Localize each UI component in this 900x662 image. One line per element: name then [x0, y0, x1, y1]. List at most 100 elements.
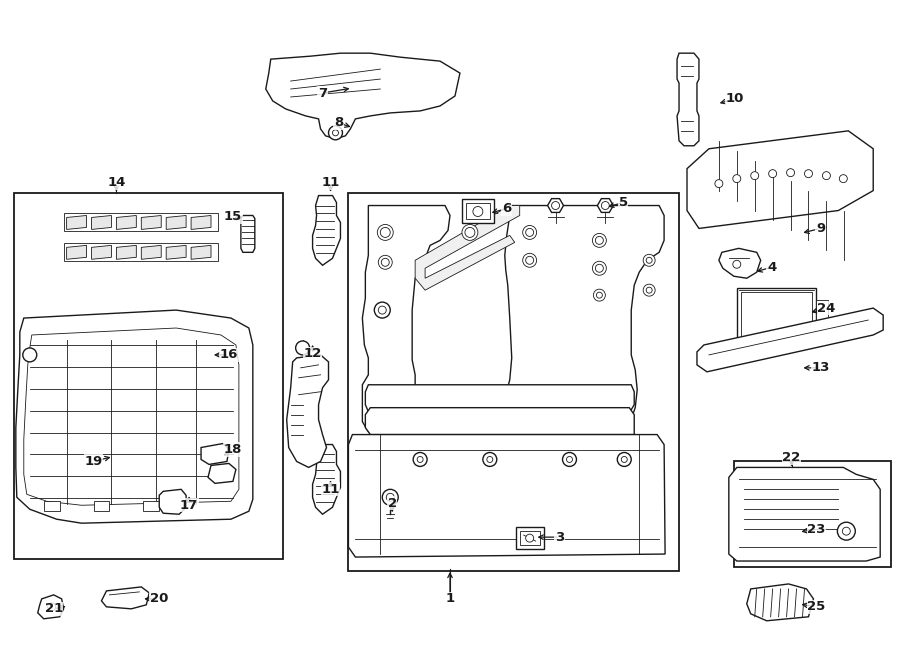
Text: 4: 4 — [767, 261, 777, 274]
Circle shape — [566, 457, 572, 463]
Polygon shape — [348, 434, 665, 557]
Polygon shape — [208, 463, 236, 483]
Polygon shape — [312, 195, 340, 265]
Text: 25: 25 — [807, 600, 825, 613]
Bar — [64, 214, 218, 232]
Polygon shape — [241, 216, 255, 252]
Circle shape — [837, 522, 855, 540]
Circle shape — [751, 171, 759, 179]
Circle shape — [526, 534, 534, 542]
Polygon shape — [697, 308, 883, 372]
Text: 14: 14 — [107, 176, 126, 189]
Text: 23: 23 — [807, 523, 825, 536]
Circle shape — [769, 169, 777, 177]
Circle shape — [526, 228, 534, 236]
Circle shape — [787, 169, 795, 177]
Circle shape — [842, 527, 850, 535]
Polygon shape — [116, 246, 136, 260]
Text: 18: 18 — [224, 443, 242, 456]
Circle shape — [596, 236, 603, 244]
Circle shape — [592, 261, 607, 275]
Text: 20: 20 — [150, 592, 168, 605]
Text: 19: 19 — [85, 455, 103, 468]
Bar — [94, 501, 110, 511]
Polygon shape — [166, 246, 186, 260]
Circle shape — [413, 453, 428, 467]
Bar — [14, 193, 283, 559]
Text: 5: 5 — [618, 196, 628, 209]
Bar — [143, 501, 159, 511]
Circle shape — [823, 171, 831, 179]
Text: 6: 6 — [502, 202, 511, 215]
Bar — [348, 193, 679, 571]
Circle shape — [523, 254, 536, 267]
Circle shape — [646, 258, 652, 263]
Polygon shape — [67, 216, 86, 230]
Polygon shape — [287, 355, 328, 467]
Circle shape — [733, 260, 741, 268]
Circle shape — [715, 179, 723, 187]
Polygon shape — [687, 131, 873, 228]
Polygon shape — [505, 205, 664, 434]
Text: 8: 8 — [334, 117, 343, 129]
Polygon shape — [415, 205, 519, 290]
Polygon shape — [159, 489, 186, 514]
Circle shape — [465, 228, 475, 238]
Polygon shape — [198, 338, 208, 366]
Polygon shape — [365, 385, 634, 412]
Circle shape — [597, 292, 602, 298]
Circle shape — [805, 169, 813, 177]
Circle shape — [552, 201, 560, 209]
Text: 3: 3 — [555, 531, 564, 544]
Bar — [516, 527, 544, 549]
Polygon shape — [191, 246, 211, 260]
Circle shape — [601, 201, 609, 209]
Polygon shape — [141, 246, 161, 260]
Circle shape — [592, 234, 607, 248]
Bar — [462, 199, 494, 224]
Polygon shape — [102, 587, 149, 609]
Bar — [734, 461, 891, 567]
Circle shape — [596, 264, 603, 272]
Bar — [519, 531, 540, 545]
Circle shape — [381, 228, 391, 238]
Polygon shape — [729, 467, 880, 561]
Circle shape — [377, 224, 393, 240]
Text: 9: 9 — [816, 222, 825, 235]
Circle shape — [562, 453, 577, 467]
Polygon shape — [166, 216, 186, 230]
Circle shape — [296, 341, 310, 355]
Circle shape — [483, 453, 497, 467]
Polygon shape — [677, 53, 699, 146]
Bar — [466, 203, 490, 220]
Text: 1: 1 — [446, 592, 454, 605]
Circle shape — [374, 302, 391, 318]
Polygon shape — [116, 216, 136, 230]
Text: 22: 22 — [782, 451, 801, 464]
Text: 10: 10 — [725, 93, 744, 105]
Circle shape — [332, 130, 338, 136]
Bar — [741, 292, 813, 336]
Circle shape — [378, 256, 392, 269]
Text: 15: 15 — [224, 210, 242, 223]
Circle shape — [328, 126, 343, 140]
Circle shape — [617, 453, 631, 467]
Text: 11: 11 — [321, 483, 339, 496]
Circle shape — [48, 603, 56, 611]
Text: 12: 12 — [303, 348, 321, 360]
Polygon shape — [16, 310, 253, 523]
Polygon shape — [747, 584, 814, 621]
Circle shape — [526, 256, 534, 264]
Polygon shape — [719, 248, 760, 278]
Circle shape — [382, 258, 390, 266]
Circle shape — [644, 254, 655, 266]
Text: 11: 11 — [321, 176, 339, 189]
Circle shape — [386, 493, 394, 501]
Circle shape — [472, 207, 483, 216]
Bar — [816, 300, 828, 322]
Circle shape — [523, 226, 536, 240]
Polygon shape — [186, 348, 216, 356]
Circle shape — [646, 287, 652, 293]
Polygon shape — [191, 216, 211, 230]
Polygon shape — [141, 216, 161, 230]
